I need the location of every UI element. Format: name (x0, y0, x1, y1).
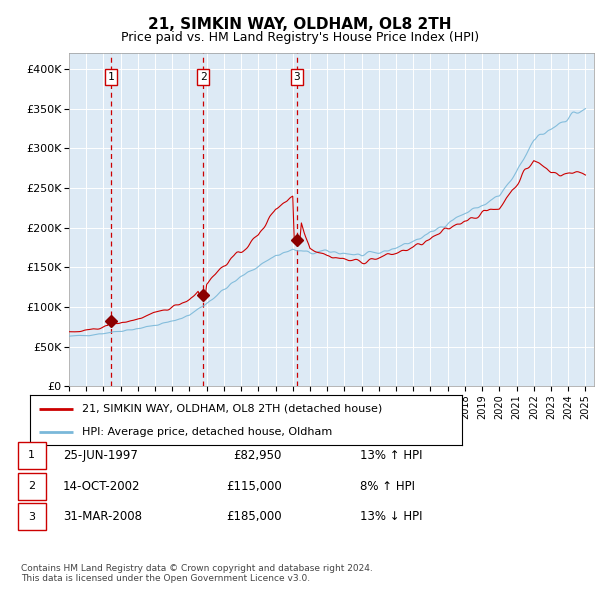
Text: 2: 2 (28, 481, 35, 491)
Text: 31-MAR-2008: 31-MAR-2008 (63, 510, 142, 523)
Text: £185,000: £185,000 (226, 510, 282, 523)
Text: £82,950: £82,950 (233, 449, 282, 462)
Text: Price paid vs. HM Land Registry's House Price Index (HPI): Price paid vs. HM Land Registry's House … (121, 31, 479, 44)
Text: £115,000: £115,000 (226, 480, 282, 493)
Text: 14-OCT-2002: 14-OCT-2002 (63, 480, 140, 493)
Text: 25-JUN-1997: 25-JUN-1997 (63, 449, 138, 462)
Text: 2: 2 (200, 72, 206, 82)
Text: Contains HM Land Registry data © Crown copyright and database right 2024.
This d: Contains HM Land Registry data © Crown c… (21, 563, 373, 583)
Text: HPI: Average price, detached house, Oldham: HPI: Average price, detached house, Oldh… (82, 427, 332, 437)
Text: 8% ↑ HPI: 8% ↑ HPI (360, 480, 415, 493)
Text: 21, SIMKIN WAY, OLDHAM, OL8 2TH (detached house): 21, SIMKIN WAY, OLDHAM, OL8 2TH (detache… (82, 404, 382, 414)
Text: 3: 3 (28, 512, 35, 522)
Text: 1: 1 (28, 451, 35, 460)
Text: 3: 3 (293, 72, 301, 82)
Text: 1: 1 (108, 72, 115, 82)
Text: 21, SIMKIN WAY, OLDHAM, OL8 2TH: 21, SIMKIN WAY, OLDHAM, OL8 2TH (148, 17, 452, 31)
Text: 13% ↓ HPI: 13% ↓ HPI (360, 510, 422, 523)
Text: 13% ↑ HPI: 13% ↑ HPI (360, 449, 422, 462)
